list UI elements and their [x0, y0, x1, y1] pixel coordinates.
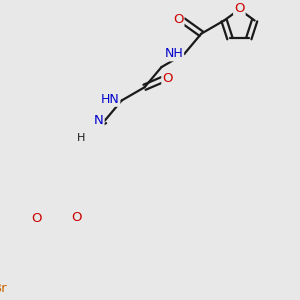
Text: O: O: [162, 72, 173, 85]
Text: N: N: [94, 114, 104, 127]
Text: NH: NH: [164, 47, 183, 60]
Text: O: O: [31, 212, 42, 225]
Text: HN: HN: [100, 93, 119, 106]
Text: Br: Br: [0, 282, 8, 295]
Text: O: O: [71, 211, 82, 224]
Text: O: O: [234, 2, 244, 15]
Text: H: H: [76, 133, 85, 143]
Text: O: O: [173, 13, 184, 26]
